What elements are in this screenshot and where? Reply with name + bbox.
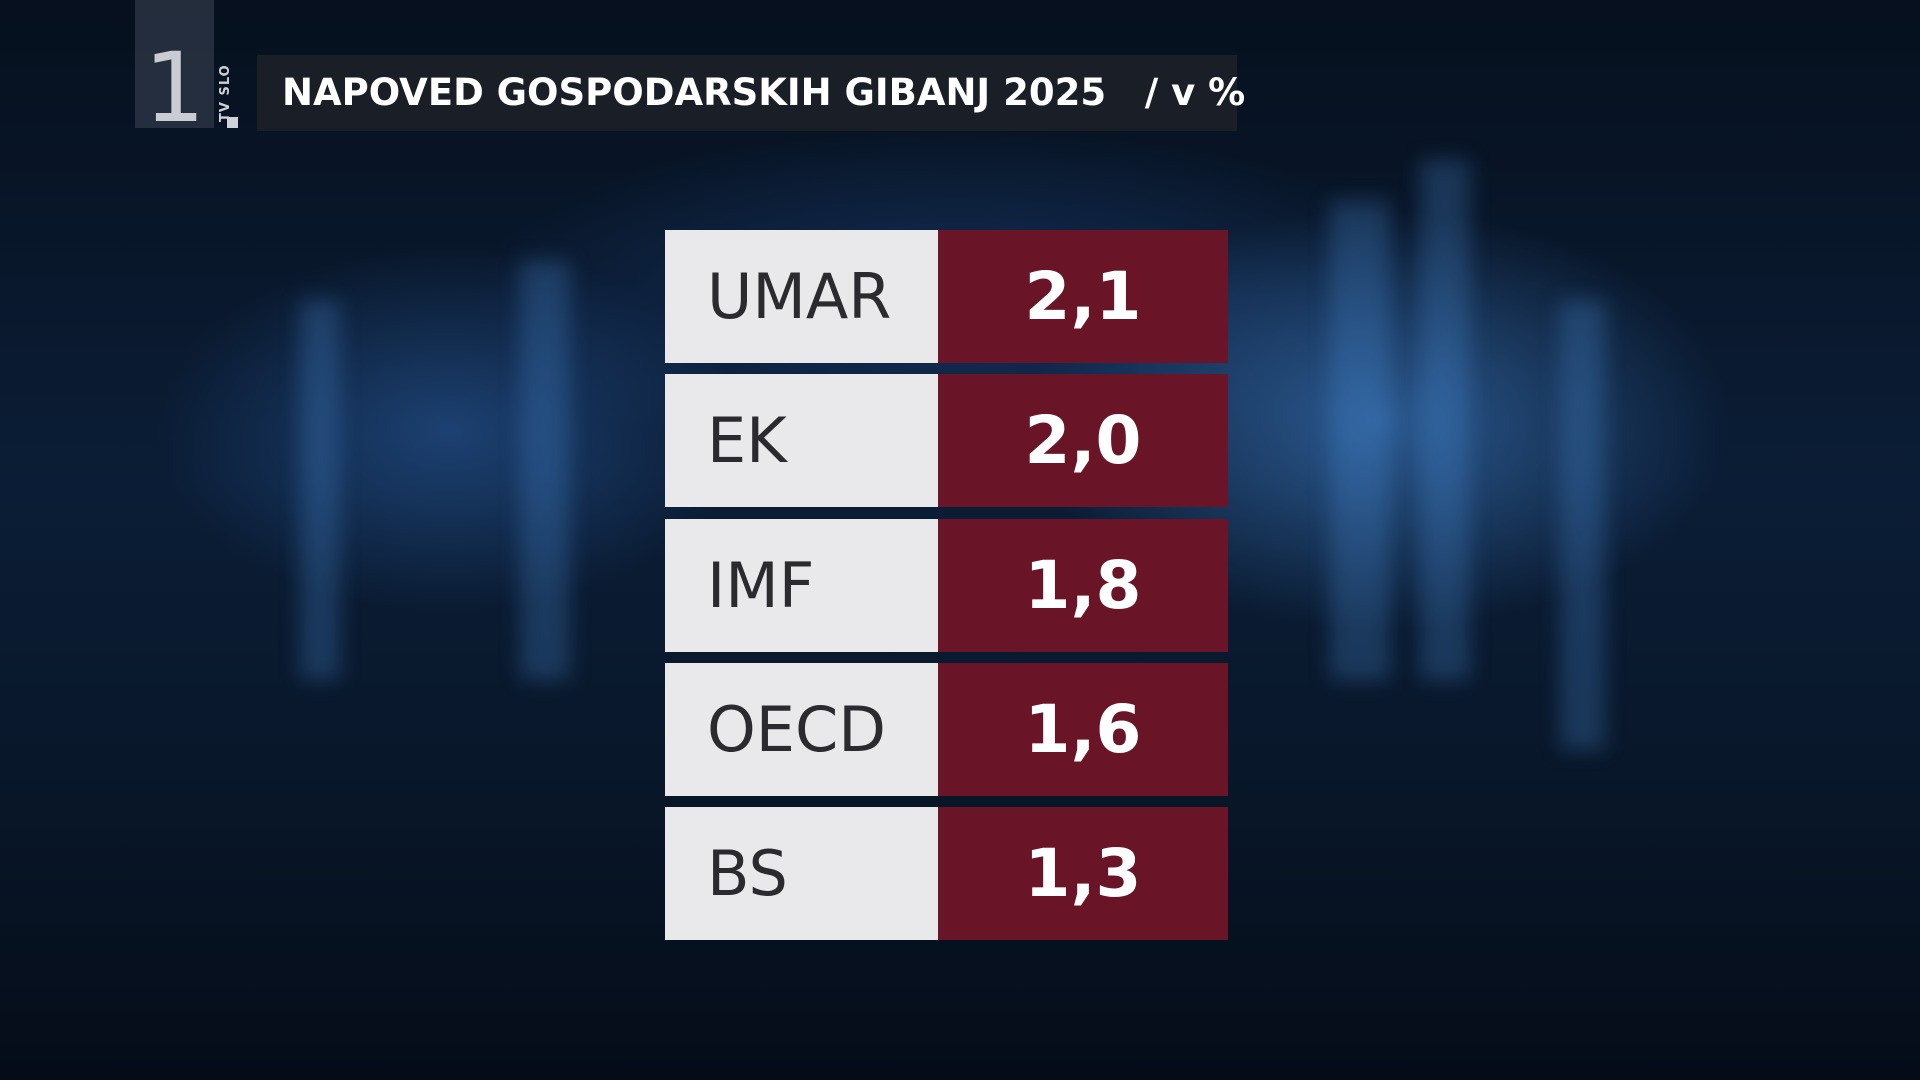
- title-text: NAPOVED GOSPODARSKIH GIBANJ 2025: [282, 71, 1107, 114]
- institution: UMAR: [665, 230, 938, 363]
- header-bar: [257, 55, 1237, 131]
- background-bar: [300, 300, 340, 680]
- title-unit: / v %: [1144, 71, 1246, 114]
- network-name: TV SLO: [218, 64, 233, 122]
- table-row: EK 2,0: [665, 374, 1228, 508]
- table-row: BS 1,3: [665, 807, 1228, 941]
- institution: IMF: [665, 518, 938, 652]
- table-row: OECD 1,6: [665, 662, 1228, 796]
- channel-number: 1: [143, 32, 206, 144]
- header-title: NAPOVED GOSPODARSKIH GIBANJ 2025 / v %: [282, 55, 1245, 131]
- forecast: 1,8: [938, 518, 1228, 652]
- background-bar: [1330, 200, 1390, 680]
- background-bar: [1560, 300, 1605, 750]
- logo-square: [227, 117, 238, 128]
- logo-box: [135, 0, 214, 128]
- title-spacer: [1106, 71, 1145, 114]
- background-bar: [520, 260, 570, 680]
- forecast: 2,0: [938, 374, 1228, 508]
- forecast: 2,1: [938, 230, 1228, 363]
- institution: OECD: [665, 662, 938, 796]
- background-bar: [1420, 160, 1470, 680]
- forecast: 1,3: [938, 807, 1228, 941]
- table-row: UMAR 2,1: [665, 230, 1228, 363]
- institution: EK: [665, 374, 938, 508]
- table-row: IMF 1,8: [665, 518, 1228, 652]
- forecast: 1,6: [938, 662, 1228, 796]
- institution: BS: [665, 807, 938, 941]
